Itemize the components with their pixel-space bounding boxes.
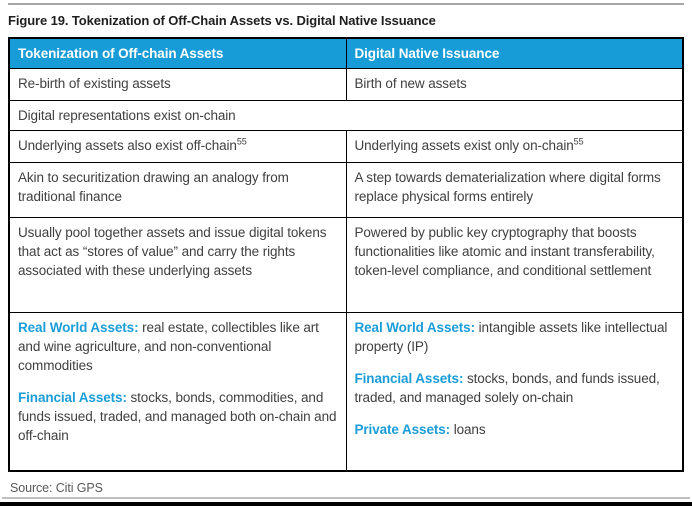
asset-category-text: stocks, bonds, and funds issued, traded,… xyxy=(354,371,660,405)
paragraph-financial-assets: Financial Assets: stocks, bonds, and fun… xyxy=(355,369,675,407)
cell-securitization: Akin to securitization drawing an analog… xyxy=(8,162,347,218)
asset-category-label: Private Assets: xyxy=(354,422,451,437)
cell-cryptography: Powered by public key cryptography that … xyxy=(345,217,684,313)
comparison-table: Tokenization of Off-chain Assets Digital… xyxy=(8,37,684,472)
cell-text: Underlying assets exist only on-chain xyxy=(354,138,574,153)
asset-category-label: Real World Assets: xyxy=(18,320,139,335)
table-row: Underlying assets also exist off-chain55… xyxy=(8,130,684,163)
paragraph-real-world-assets: Real World Assets: intangible assets lik… xyxy=(355,318,675,356)
cell-digital-representations: Digital representations exist on-chain xyxy=(8,100,684,131)
asset-category-label: Financial Assets: xyxy=(354,371,464,386)
asset-category-label: Financial Assets: xyxy=(18,390,127,405)
table-row-merged: Digital representations exist on-chain xyxy=(8,100,684,131)
cell-rebirth: Re-birth of existing assets xyxy=(8,68,347,101)
table-row: Re-birth of existing assets Birth of new… xyxy=(8,68,684,101)
cell-asset-types-onchain: Real World Assets: intangible assets lik… xyxy=(345,312,684,472)
asset-category-text: real estate, collectibles like art and w… xyxy=(18,320,319,373)
table-header-row: Tokenization of Off-chain Assets Digital… xyxy=(8,37,684,69)
bottom-divider-rule xyxy=(2,497,690,499)
asset-category-label: Real World Assets: xyxy=(354,320,476,335)
paragraph-financial-assets: Financial Assets: stocks, bonds, commodi… xyxy=(18,388,338,445)
table-row: Usually pool together assets and issue d… xyxy=(8,217,684,313)
figure-title: Figure 19. Tokenization of Off-Chain Ass… xyxy=(8,13,436,28)
asset-category-text: intangible assets like intellectual prop… xyxy=(354,320,668,354)
footnote-ref: 55 xyxy=(236,136,247,147)
paragraph-real-world-assets: Real World Assets: real estate, collecti… xyxy=(18,318,338,375)
bottom-black-bar xyxy=(0,502,692,506)
cell-underlying-offchain: Underlying assets also exist off-chain55 xyxy=(8,130,347,163)
cell-birth: Birth of new assets xyxy=(345,68,684,101)
header-cell-tokenization: Tokenization of Off-chain Assets xyxy=(8,37,347,69)
table-row: Akin to securitization drawing an analog… xyxy=(8,162,684,218)
footnote-ref: 55 xyxy=(573,136,584,147)
source-attribution: Source: Citi GPS xyxy=(10,481,103,495)
asset-category-text: stocks, bonds, commodities, and funds is… xyxy=(18,390,337,443)
cell-pool-assets: Usually pool together assets and issue d… xyxy=(8,217,347,313)
cell-dematerialization: A step towards dematerialization where d… xyxy=(345,162,684,218)
table-row: Real World Assets: real estate, collecti… xyxy=(8,312,684,472)
header-cell-digital-native: Digital Native Issuance xyxy=(345,37,684,69)
cell-asset-types-offchain: Real World Assets: real estate, collecti… xyxy=(8,312,347,472)
cell-underlying-onchain: Underlying assets exist only on-chain55 xyxy=(345,130,684,163)
paragraph-private-assets: Private Assets: loans xyxy=(355,420,675,439)
top-divider-rule xyxy=(8,3,684,5)
cell-text: Underlying assets also exist off-chain xyxy=(18,138,237,153)
asset-category-text: loans xyxy=(450,422,486,437)
